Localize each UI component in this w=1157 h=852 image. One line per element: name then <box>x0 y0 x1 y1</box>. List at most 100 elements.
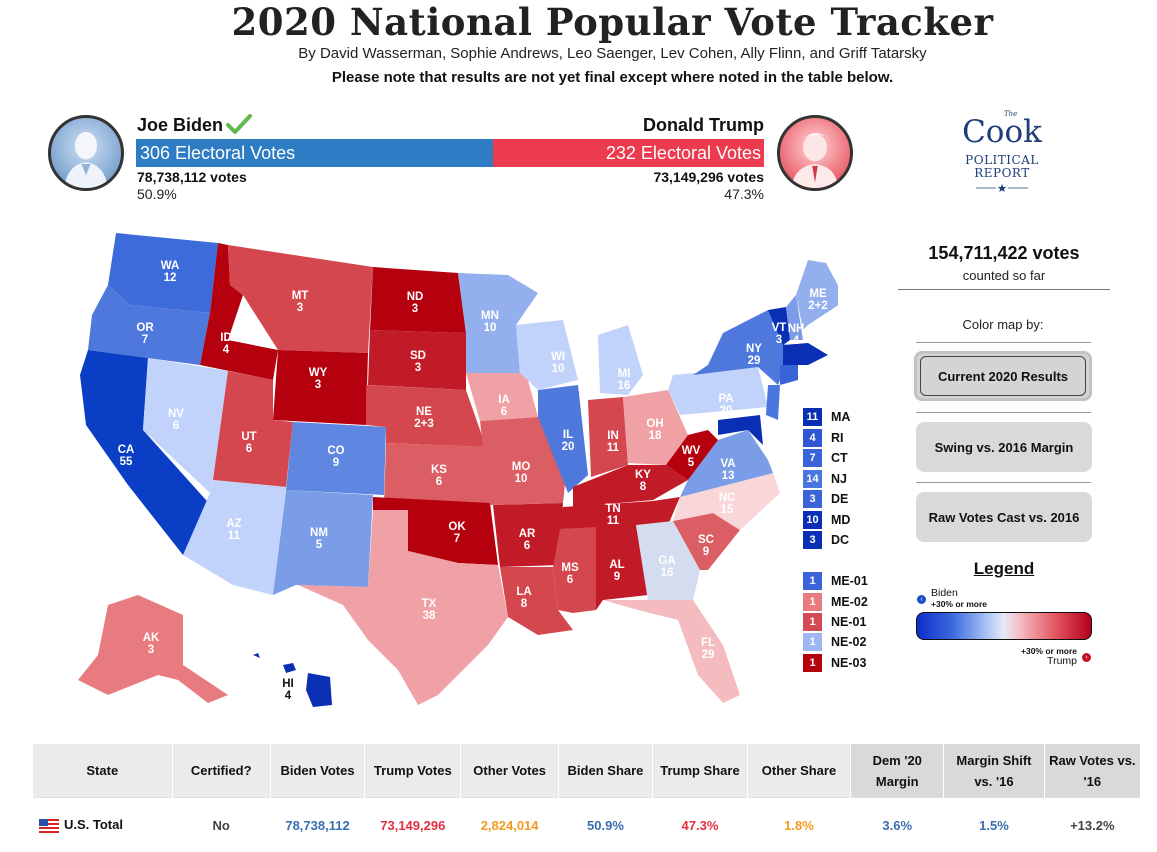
byline: By David Wasserman, Sophie Andrews, Leo … <box>0 45 1157 62</box>
col-dem-margin[interactable]: Dem '20 Margin <box>851 744 944 798</box>
col-other-share[interactable]: Other Share <box>747 744 850 798</box>
chevron-right-icon: › <box>1082 653 1091 662</box>
svg-text:ME2+2: ME2+2 <box>808 288 828 312</box>
small-state-dc[interactable]: 3 DC <box>803 530 849 549</box>
cell-dem-margin: 3.6% <box>851 798 944 852</box>
cook-political-report-logo[interactable]: The Cook POLITICAL REPORT <box>950 108 1054 194</box>
biden-vote-pct: 50.9% <box>137 186 177 202</box>
cell-biden-votes: 78,738,112 <box>270 798 364 852</box>
col-trump-votes[interactable]: Trump Votes <box>365 744 461 798</box>
total-votes-count: 154,711,422 votes <box>898 243 1110 264</box>
cell-other-share: 1.8% <box>747 798 850 852</box>
small-state-ma[interactable]: 11 MA <box>803 407 850 426</box>
district-ne-03[interactable]: 1 NE-03 <box>803 653 866 672</box>
results-note: Please note that results are not yet fin… <box>0 69 1157 86</box>
cell-biden-share: 50.9% <box>558 798 652 852</box>
results-table: State Certified? Biden Votes Trump Votes… <box>33 744 1141 852</box>
divider <box>898 289 1110 290</box>
legend-biden-label: Biden <box>931 587 958 599</box>
district-ne-01[interactable]: 1 NE-01 <box>803 612 866 631</box>
us-flag-icon <box>39 819 59 833</box>
divider <box>916 482 1091 483</box>
small-state-ct[interactable]: 7 CT <box>803 448 848 467</box>
legend-trump-label: Trump <box>1000 655 1077 667</box>
raw-votes-button[interactable]: Raw Votes Cast vs. 2016 <box>916 492 1092 542</box>
current-results-button[interactable]: Current 2020 Results <box>914 351 1092 401</box>
col-certified[interactable]: Certified? <box>172 744 270 798</box>
biden-name: Joe Biden <box>137 115 223 136</box>
trump-name: Donald Trump <box>560 115 764 136</box>
cell-margin-shift: 1.5% <box>944 798 1044 852</box>
table-row[interactable]: U.S. Total No 78,738,112 73,149,296 2,82… <box>33 798 1141 852</box>
trump-electoral-votes: 232 Electoral Votes <box>493 139 764 167</box>
biden-vote-count: 78,738,112 votes <box>137 169 247 185</box>
col-state[interactable]: State <box>33 744 172 798</box>
person-icon <box>780 118 850 188</box>
small-state-de[interactable]: 3 DE <box>803 489 848 508</box>
small-state-md[interactable]: 10 MD <box>803 510 850 529</box>
person-icon <box>51 118 121 188</box>
state-nj[interactable] <box>766 385 780 420</box>
divider <box>916 412 1091 413</box>
col-biden-share[interactable]: Biden Share <box>558 744 652 798</box>
trump-vote-count: 73,149,296 votes <box>560 169 764 185</box>
cell-other-votes: 2,824,014 <box>461 798 558 852</box>
svg-text:HI4: HI4 <box>282 678 294 702</box>
col-raw-votes[interactable]: Raw Votes vs. '16 <box>1044 744 1140 798</box>
biden-avatar <box>48 115 124 191</box>
col-other-votes[interactable]: Other Votes <box>461 744 558 798</box>
small-state-ri[interactable]: 4 RI <box>803 428 844 447</box>
district-me-01[interactable]: 1 ME-01 <box>803 571 868 590</box>
swing-margin-button[interactable]: Swing vs. 2016 Margin <box>916 422 1092 472</box>
biden-electoral-votes: 306 Electoral Votes <box>136 139 493 167</box>
cell-raw-votes: +13.2% <box>1044 798 1140 852</box>
state-nm[interactable] <box>273 490 373 595</box>
col-margin-shift[interactable]: Margin Shift vs. '16 <box>944 744 1044 798</box>
col-trump-share[interactable]: Trump Share <box>653 744 748 798</box>
small-state-nj[interactable]: 14 NJ <box>803 469 847 488</box>
chevron-left-icon: ‹ <box>917 595 926 604</box>
trump-avatar <box>777 115 853 191</box>
electoral-vote-bar: 306 Electoral Votes 232 Electoral Votes <box>136 139 764 167</box>
cell-trump-votes: 73,149,296 <box>365 798 461 852</box>
state-pa[interactable] <box>668 367 768 415</box>
divider <box>916 342 1091 343</box>
col-biden-votes[interactable]: Biden Votes <box>270 744 364 798</box>
checkmark-icon <box>226 113 252 135</box>
svg-text:NE2+3: NE2+3 <box>414 406 434 430</box>
district-ne-02[interactable]: 1 NE-02 <box>803 632 866 651</box>
state-fl[interactable] <box>603 600 740 703</box>
cell-state: U.S. Total <box>33 798 172 852</box>
state-ct[interactable] <box>780 365 798 385</box>
cell-certified: No <box>172 798 270 852</box>
state-ma[interactable] <box>783 343 828 365</box>
table-header-row: State Certified? Biden Votes Trump Votes… <box>33 744 1141 798</box>
district-me-02[interactable]: 1 ME-02 <box>803 592 868 611</box>
star-icon <box>972 183 1032 193</box>
total-votes-sub: counted so far <box>898 268 1110 283</box>
legend-gradient-bar <box>916 612 1092 640</box>
page-title: 2020 National Popular Vote Tracker <box>0 0 1157 44</box>
color-map-label: Color map by: <box>914 317 1092 332</box>
legend-biden-sub: +30% or more <box>931 599 987 609</box>
cell-trump-share: 47.3% <box>653 798 748 852</box>
trump-vote-pct: 47.3% <box>560 186 764 202</box>
legend-title: Legend <box>914 559 1094 579</box>
